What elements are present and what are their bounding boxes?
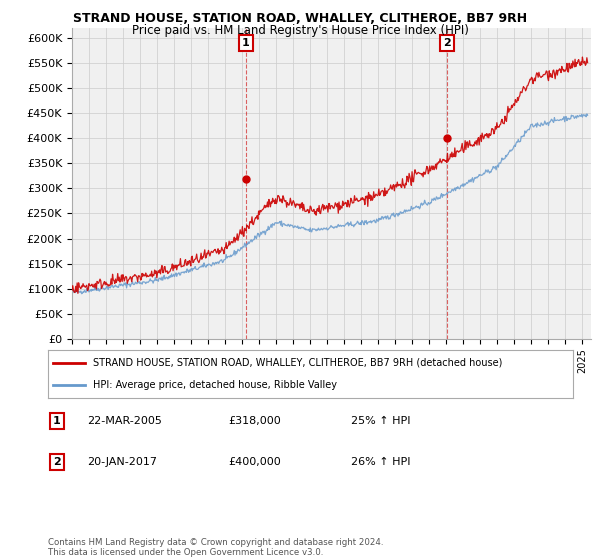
Text: £400,000: £400,000 [228,457,281,467]
Text: 1: 1 [242,38,250,48]
Text: 22-MAR-2005: 22-MAR-2005 [87,416,162,426]
Text: HPI: Average price, detached house, Ribble Valley: HPI: Average price, detached house, Ribb… [92,380,337,390]
Text: 26% ↑ HPI: 26% ↑ HPI [351,457,410,467]
Text: 2: 2 [443,38,451,48]
Text: 25% ↑ HPI: 25% ↑ HPI [351,416,410,426]
Text: 2: 2 [53,457,61,467]
Text: STRAND HOUSE, STATION ROAD, WHALLEY, CLITHEROE, BB7 9RH (detached house): STRAND HOUSE, STATION ROAD, WHALLEY, CLI… [92,358,502,368]
Text: STRAND HOUSE, STATION ROAD, WHALLEY, CLITHEROE, BB7 9RH: STRAND HOUSE, STATION ROAD, WHALLEY, CLI… [73,12,527,25]
Text: Price paid vs. HM Land Registry's House Price Index (HPI): Price paid vs. HM Land Registry's House … [131,24,469,37]
Text: 20-JAN-2017: 20-JAN-2017 [87,457,157,467]
Text: 1: 1 [53,416,61,426]
Text: £318,000: £318,000 [228,416,281,426]
Text: Contains HM Land Registry data © Crown copyright and database right 2024.
This d: Contains HM Land Registry data © Crown c… [48,538,383,557]
